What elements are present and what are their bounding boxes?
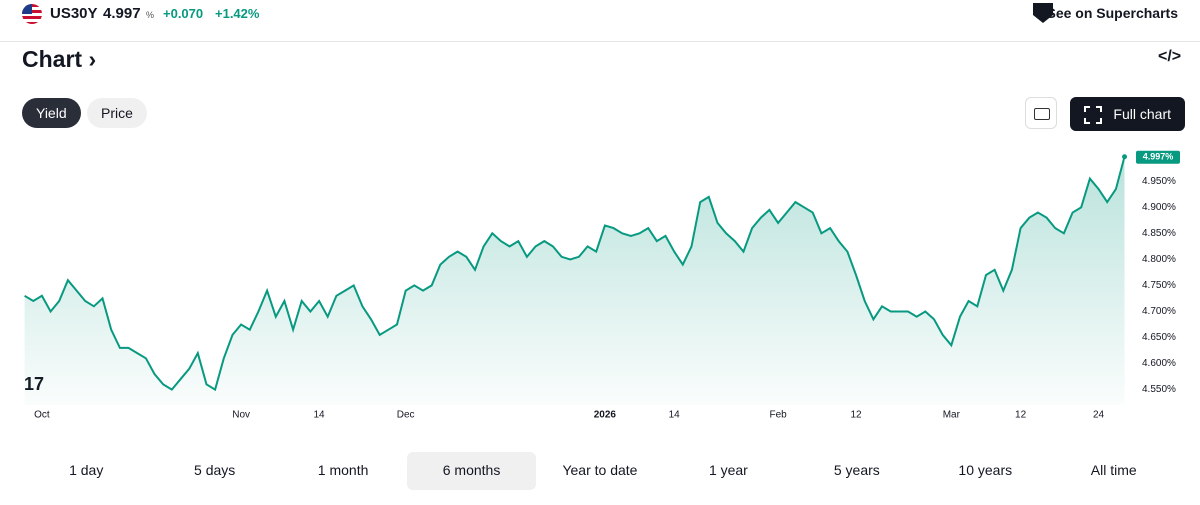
- y-tick-label: 4.900%: [1142, 202, 1176, 213]
- x-tick-label: Dec: [397, 410, 415, 421]
- line: [24, 156, 1126, 392]
- x-tick-label: 12: [850, 410, 862, 421]
- x-tick-label: Feb: [769, 410, 787, 421]
- tab[interactable]: Price: [87, 98, 147, 128]
- range-button[interactable]: 1 month: [317, 462, 369, 478]
- price: 4.997: [103, 5, 141, 22]
- last-value-label: 4.997%: [1143, 152, 1174, 162]
- range-button[interactable]: All time: [1090, 462, 1137, 478]
- area-fill: [24, 156, 1125, 405]
- y-tick-label: 4.750%: [1142, 280, 1176, 291]
- y-tick-label: 4.850%: [1142, 228, 1176, 239]
- embed-button[interactable]: </>: [1158, 48, 1182, 65]
- y-tick-label: 4.650%: [1142, 332, 1176, 343]
- symbol: US30Y: [50, 5, 98, 22]
- chart: 17 4.550%4.600%4.650%4.700%4.750%4.800%4…: [24, 150, 1180, 421]
- y-tick-label: 4.600%: [1142, 358, 1176, 369]
- y-tick-label: 4.550%: [1142, 384, 1176, 395]
- change-percent: +1.42%: [215, 6, 260, 21]
- snapshot-button[interactable]: [1025, 97, 1057, 129]
- x-tick-label: Oct: [34, 410, 50, 421]
- range-button[interactable]: 5 days: [194, 462, 236, 478]
- range-button[interactable]: 1 year: [708, 462, 748, 478]
- x-tick-label: 2026: [594, 410, 617, 421]
- last-point: [1122, 154, 1128, 160]
- range-button[interactable]: Year to date: [562, 462, 638, 478]
- range-button[interactable]: 1 day: [69, 462, 104, 478]
- range-button[interactable]: 10 years: [958, 462, 1013, 478]
- supercharts-icon: [1033, 3, 1053, 23]
- section-title[interactable]: Chart ›: [22, 46, 97, 72]
- x-tick-label: Nov: [232, 410, 250, 421]
- x-tick-label: 14: [314, 410, 326, 421]
- top-bar: US30Y 4.997 % +0.070 +1.42% See on Super…: [0, 0, 1200, 42]
- y-tick-label: 4.950%: [1142, 176, 1176, 187]
- range-button[interactable]: 5 years: [833, 462, 880, 478]
- x-tick-label: 14: [669, 410, 681, 421]
- section-title-text: Chart: [22, 46, 83, 72]
- full-chart-button[interactable]: Full chart: [1070, 97, 1185, 131]
- flag-icon: [22, 4, 42, 24]
- last-value-badge: [1136, 150, 1180, 164]
- x-tick-label: 12: [1015, 410, 1027, 421]
- supercharts-link[interactable]: See on Supercharts: [1046, 5, 1179, 21]
- change: +0.070: [163, 6, 204, 21]
- range-bar: 1 day 5 days 1 month 6 months Year to date 1 …: [22, 452, 1178, 490]
- range-button[interactable]: 6 months: [407, 452, 536, 490]
- y-tick-label: 4.800%: [1142, 254, 1176, 265]
- y-tick-label: 4.700%: [1142, 306, 1176, 317]
- x-tick-label: Mar: [943, 410, 961, 421]
- tab[interactable]: Yield: [22, 98, 81, 128]
- x-tick-label: 24: [1093, 410, 1105, 421]
- unit: %: [146, 10, 155, 20]
